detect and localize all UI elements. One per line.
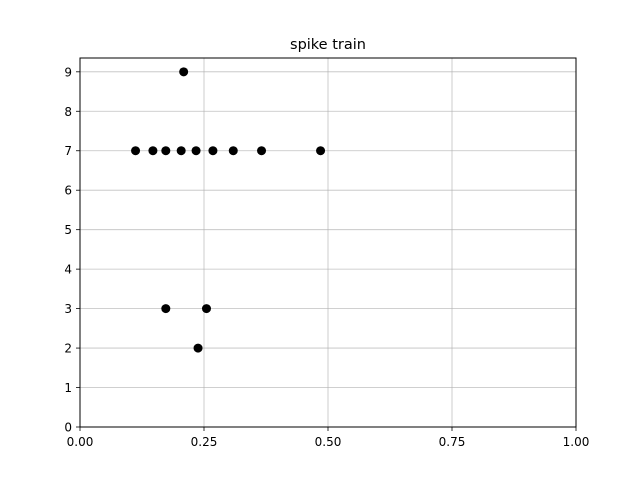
y-tick-label: 8 xyxy=(64,105,72,119)
y-tick-label: 9 xyxy=(64,65,72,79)
x-tick-label: 0.00 xyxy=(67,435,94,449)
spike-point xyxy=(176,146,186,156)
spike-point xyxy=(161,304,171,314)
y-tick-label: 3 xyxy=(64,302,72,316)
y-tick-label: 2 xyxy=(64,342,72,356)
y-tick-label: 7 xyxy=(64,144,72,158)
x-tick-label: 1.00 xyxy=(563,435,590,449)
x-tick-label: 0.25 xyxy=(191,435,218,449)
y-tick-label: 4 xyxy=(64,263,72,277)
spike-point xyxy=(191,146,201,156)
chart-title: spike train xyxy=(290,37,366,53)
x-tick-label: 0.75 xyxy=(439,435,466,449)
y-tick-label: 1 xyxy=(64,381,72,395)
spike-point xyxy=(193,343,203,353)
x-axis-ticks: 0.00 0.25 0.50 0.75 1.00 xyxy=(67,427,590,449)
y-tick-label: 0 xyxy=(64,421,72,435)
y-tick-label: 5 xyxy=(64,223,72,237)
x-tick-label: 0.50 xyxy=(315,435,342,449)
spike-point xyxy=(316,146,326,156)
spike-point xyxy=(161,146,171,156)
y-tick-label: 6 xyxy=(64,184,72,198)
spike-point xyxy=(148,146,158,156)
spike-point xyxy=(228,146,238,156)
data-points xyxy=(131,67,326,353)
spike-point xyxy=(131,146,141,156)
y-axis-ticks: 0 1 2 3 4 5 6 7 8 9 xyxy=(64,65,80,435)
spike-point xyxy=(257,146,267,156)
spike-point xyxy=(179,67,189,77)
spike-point xyxy=(208,146,218,156)
spike-point xyxy=(201,304,211,314)
